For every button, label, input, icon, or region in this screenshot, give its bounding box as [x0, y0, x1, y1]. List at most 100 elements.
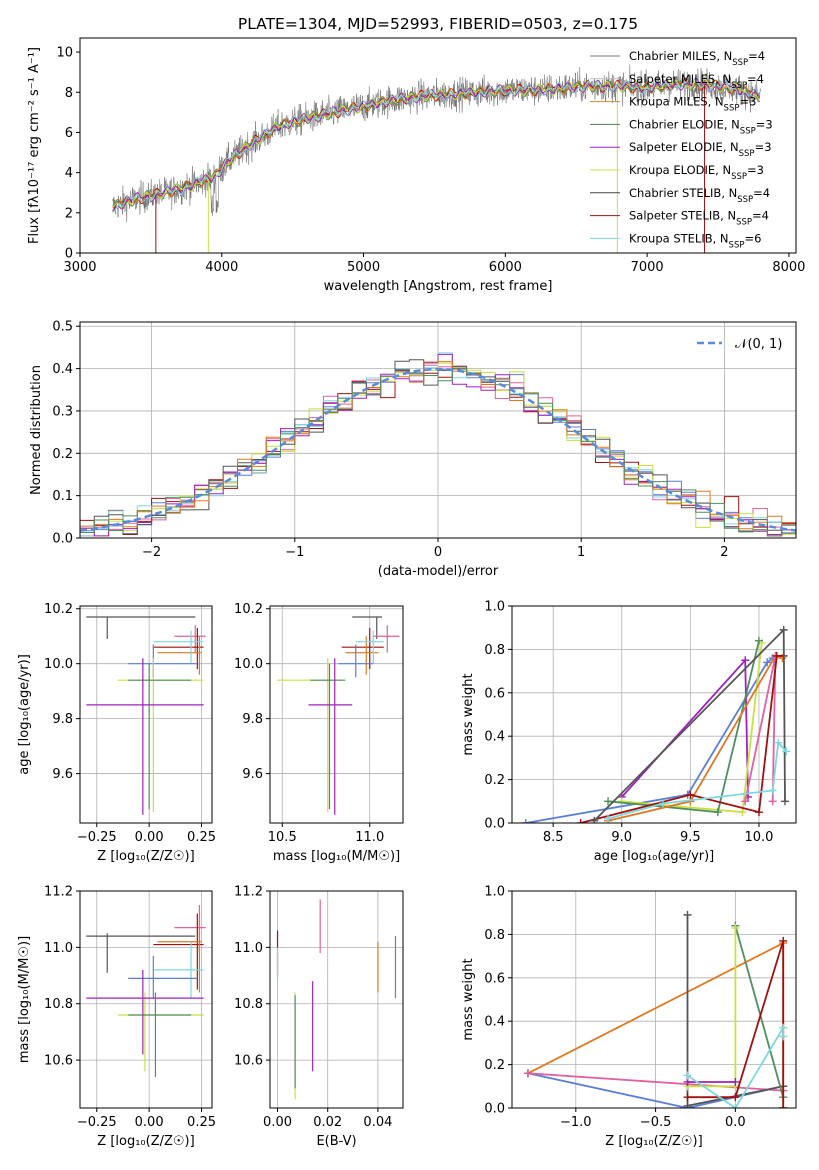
axes-box	[511, 605, 797, 824]
y-tick-label: 11.2	[44, 885, 73, 900]
y-tick-label: 0.8	[484, 928, 505, 943]
x-tick-label: 0.02	[313, 1115, 342, 1130]
y-tick-label: 9.8	[52, 712, 73, 727]
x-axis-label: wavelength [Angstrom, rest frame]	[324, 279, 553, 294]
y-tick-label: 0.0	[52, 532, 73, 547]
mass-weight-vs-Z-panel: −1.0 −0.5 0.0 0.0 0.2 0.4 0.6 0.8 1.0 Z [log₁₀(Z/…	[461, 885, 797, 1149]
age-vs-mass-plot-area	[277, 616, 400, 815]
data-point-marker	[576, 819, 585, 823]
y-tick-label: 0.5	[52, 320, 73, 335]
data-point-marker	[604, 797, 613, 806]
y-tick-label: 0.2	[484, 773, 505, 788]
age-vs-mass-panel: 10.5 11.0 9.6 9.8 10.0 10.2 mass [log₁₀(M/M☉)]	[234, 602, 404, 864]
x-axis-label: Z [log₁₀(Z/Z☉)]	[605, 1134, 702, 1149]
model-fit-line	[112, 78, 761, 213]
data-point-marker	[774, 738, 783, 747]
y-tick-label: 0.0	[484, 817, 505, 832]
x-tick-label: 0.25	[187, 830, 216, 845]
age-vs-Z-plot-area	[86, 616, 206, 815]
x-tick-label: 9.5	[680, 830, 701, 845]
legend-entry: Chabrier STELIB, NSSP=4	[629, 186, 770, 205]
histogram-step	[80, 368, 796, 538]
x-tick-label: 1	[577, 545, 585, 560]
data-point-marker	[731, 1093, 740, 1102]
model-fit-line	[112, 77, 761, 211]
y-axis-label: mass weight	[461, 673, 476, 755]
data-point-marker	[763, 658, 772, 667]
legend-entry: Kroupa MILES, NSSP=3	[629, 95, 756, 114]
mass-weight-vs-Z-plot-area	[523, 910, 788, 1108]
y-tick-label: 10.0	[234, 657, 263, 672]
y-tick-label: 0.4	[484, 730, 505, 745]
y-axis-label: mass weight	[461, 958, 476, 1040]
y-tick-label: 8	[65, 86, 73, 101]
y-axis-label: mass [log₁₀(M/M☉)]	[17, 936, 32, 1063]
y-tick-label: 0.4	[484, 1015, 505, 1030]
axes-frame: −0.25 0.00 0.25 9.6 9.8 10.0 10.2 Z [log₁₀(Z/Z☉…	[17, 602, 216, 864]
x-tick-label: −0.25	[77, 1115, 117, 1130]
y-tick-label: 0.0	[484, 1102, 505, 1117]
x-tick-label: 6000	[489, 260, 522, 275]
mass-vs-Z-panel: −0.25 0.00 0.25 10.6 10.8 11.0 11.2 Z [log₁₀(Z/…	[17, 885, 216, 1150]
data-point-marker	[731, 1104, 740, 1108]
data-point-marker	[683, 1101, 692, 1108]
y-tick-label: 1.0	[484, 600, 505, 615]
data-point-marker	[754, 636, 763, 645]
mass-vs-Z-plot-area	[86, 905, 206, 1077]
data-point-marker	[779, 1104, 788, 1108]
axes-frame: −1.0 −0.5 0.0 0.0 0.2 0.4 0.6 0.8 1.0 Z [log₁₀(Z/…	[461, 885, 797, 1149]
mass-vs-EBV-plot-area	[276, 899, 397, 1100]
legend-entry: Kroupa ELODIE, NSSP=3	[629, 163, 764, 182]
y-tick-label: 10.8	[44, 997, 73, 1012]
data-point-marker	[683, 1071, 692, 1080]
x-tick-label: 3000	[63, 260, 96, 275]
data-point-marker	[590, 816, 599, 823]
x-axis-label: age [log₁₀(age/yr)]	[594, 849, 715, 864]
x-tick-label: 10.0	[744, 830, 773, 845]
axes-frame: −0.25 0.00 0.25 10.6 10.8 11.0 11.2 Z [log₁₀(Z/…	[17, 885, 216, 1150]
x-axis-label: Z [log₁₀(Z/Z☉)]	[97, 1134, 194, 1149]
x-tick-label: 4000	[205, 260, 238, 275]
x-axis-label: E(B-V)	[316, 1134, 356, 1149]
axes-box	[79, 605, 213, 824]
axes-box	[511, 890, 797, 1109]
histogram-step	[80, 361, 796, 538]
axes-box	[79, 37, 797, 254]
mass-weight-line	[527, 1072, 784, 1092]
axes-box	[269, 890, 404, 1109]
y-tick-label: 11.0	[234, 941, 263, 956]
mass-weight-line	[686, 1024, 785, 1108]
data-point-marker	[523, 1069, 532, 1078]
mass-weight-line	[607, 654, 783, 822]
data-point-marker	[604, 814, 613, 823]
x-tick-label: 5000	[347, 260, 380, 275]
figure-title: PLATE=1304, MJD=52993, FIBERID=0503, z=0…	[238, 15, 638, 33]
mass-weight-line	[734, 925, 785, 1098]
y-tick-label: 9.6	[52, 767, 73, 782]
y-tick-label: 0.3	[52, 404, 73, 419]
y-tick-label: 0.4	[52, 362, 73, 377]
y-tick-label: 10.0	[44, 657, 73, 672]
data-point-marker	[686, 790, 695, 799]
x-tick-label: 8.5	[543, 830, 564, 845]
x-tick-label: −0.5	[640, 1115, 672, 1130]
legend-entry: Kroupa STELIB, NSSP=6	[629, 231, 761, 250]
data-point-marker	[731, 923, 740, 932]
data-point-marker	[731, 1077, 740, 1086]
legend-entry: Chabrier MILES, NSSP=4	[629, 49, 765, 68]
y-tick-label: 1.0	[484, 885, 505, 900]
y-axis-label: Flux [fλ10⁻¹⁷ erg cm⁻² s⁻¹ A⁻¹]	[27, 47, 42, 244]
y-axis-label: Normed distribution	[29, 365, 44, 495]
mass-weight-vs-age-panel: 8.5 9.0 9.5 10.0 0.0 0.2 0.4 0.6 0.8 1.0 age [log₁…	[461, 600, 797, 864]
x-tick-label: 0.00	[135, 830, 164, 845]
x-axis-label: (data-model)/error	[378, 564, 499, 579]
x-tick-label: −1.0	[560, 1115, 592, 1130]
histogram-step	[80, 353, 796, 538]
data-point-marker	[683, 1093, 692, 1102]
y-tick-label: 10.2	[234, 602, 263, 617]
residual-histogram-plot-area	[80, 352, 796, 538]
y-tick-label: 0.6	[484, 971, 505, 986]
data-point-marker	[779, 936, 788, 945]
data-point-marker	[713, 808, 722, 817]
mass-weight-line	[580, 655, 784, 823]
